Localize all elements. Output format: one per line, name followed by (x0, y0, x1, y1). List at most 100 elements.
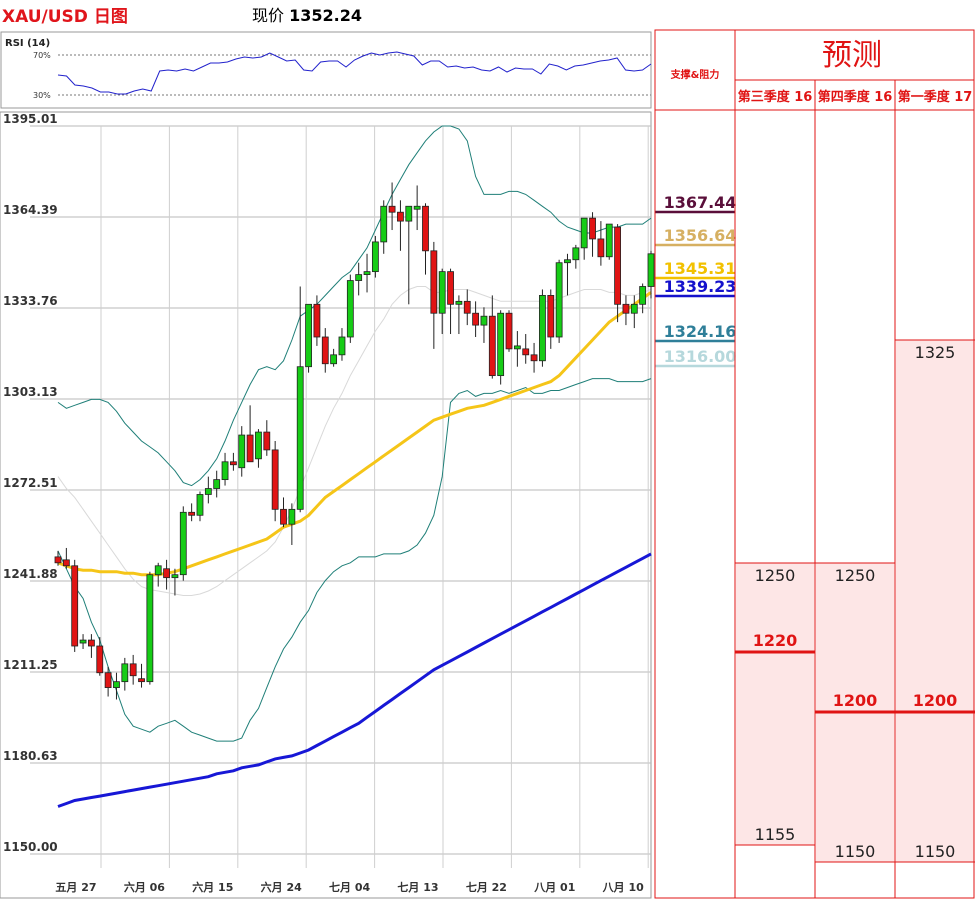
rsi-label: RSI (14) (5, 38, 50, 49)
candle-down (96, 645, 104, 674)
candle-down (104, 672, 112, 689)
candle-down (622, 303, 630, 314)
candle-up (605, 223, 613, 258)
sr-level-value: 1367.44 (664, 193, 737, 212)
current-price-value: 1352.24 (289, 6, 362, 25)
candle-up (113, 681, 120, 689)
candle-up (480, 315, 488, 326)
candle-up (580, 217, 588, 249)
candle-down (447, 271, 454, 305)
rsi-level-label: 30% (33, 91, 51, 100)
candle-up (438, 271, 446, 314)
sr-level-value: 1339.23 (664, 277, 737, 296)
candle-down (472, 312, 480, 326)
candle-up (371, 241, 379, 273)
candle-up (238, 434, 246, 469)
rsi-line (57, 51, 652, 95)
y-tick-label: 1364.39 (3, 203, 58, 217)
y-tick-label: 1303.13 (3, 385, 58, 399)
candle-down (188, 511, 196, 516)
candle-up (121, 663, 129, 683)
candle-up (255, 431, 262, 460)
candle-down (397, 211, 404, 222)
moving-average-blue-line (57, 552, 652, 808)
candle-up (179, 511, 187, 576)
forecast-column-header: 第四季度 16 (818, 89, 893, 105)
candle-up (330, 354, 338, 365)
candle-up (564, 259, 571, 264)
y-tick-label: 1272.51 (3, 476, 58, 490)
candle-down (430, 250, 438, 314)
forecast-low-value: 1150 (835, 842, 876, 861)
candle-up (455, 300, 463, 305)
candle-up (513, 345, 521, 350)
candle-up (639, 286, 647, 305)
forecast-target-value: 1200 (913, 691, 958, 710)
candle-up (405, 205, 413, 222)
candle-up (346, 280, 354, 338)
forecast-high-value: 1325 (915, 343, 956, 362)
candle-down (229, 461, 237, 466)
candle-up (338, 336, 346, 356)
rsi-level-label: 70% (33, 51, 51, 60)
y-tick-label: 1241.88 (3, 567, 58, 581)
x-tick-label: 七月 22 (466, 880, 507, 894)
candle-down (271, 449, 279, 510)
forecast-target-value: 1200 (833, 691, 878, 710)
candle-up (213, 479, 221, 489)
bollinger-lower-line (57, 378, 652, 742)
x-tick-label: 八月 01 (533, 881, 575, 894)
candle-down (547, 294, 555, 338)
candle-up (363, 271, 371, 275)
x-tick-label: 六月 06 (124, 880, 165, 894)
forecast-target-value: 1220 (753, 631, 798, 650)
forecast-range-band (896, 340, 974, 862)
y-tick-label: 1150.00 (3, 840, 58, 854)
forecast-range-band (736, 563, 814, 845)
candle-up (647, 253, 655, 287)
rsi-panel-frame (0, 31, 652, 109)
forecast-column-header: 第一季度 17 (898, 89, 973, 105)
candle-up (288, 508, 296, 525)
candle-down (88, 639, 95, 647)
candle-up (79, 639, 87, 644)
chart-title: XAU/USD 日图 (2, 7, 128, 27)
candle-up (497, 312, 505, 377)
candle-down (589, 217, 596, 240)
sr-level-value: 1324.16 (664, 322, 737, 341)
forecast-title: 预测 (822, 38, 882, 73)
candle-up (355, 274, 363, 281)
candle-down (463, 300, 471, 314)
forecast-low-value: 1150 (915, 842, 956, 861)
forecast-high-value: 1250 (835, 566, 876, 585)
candle-down (614, 226, 621, 305)
x-tick-label: 七月 13 (397, 880, 438, 894)
candle-down (488, 315, 496, 377)
x-tick-label: 六月 15 (192, 880, 233, 894)
candle-down (138, 678, 145, 683)
candle-up (146, 574, 154, 683)
candle-up (196, 494, 204, 516)
candle-down (313, 303, 321, 338)
candle-down (71, 565, 79, 647)
sr-level-value: 1356.64 (664, 226, 737, 245)
candle-down (246, 434, 254, 463)
y-tick-label: 1333.76 (3, 294, 58, 308)
candle-down (597, 238, 605, 258)
candle-down (129, 663, 137, 677)
candle-down (263, 431, 271, 451)
bollinger-upper-line (57, 125, 652, 487)
candle-up (539, 294, 546, 362)
x-tick-label: 七月 04 (329, 880, 370, 894)
candle-up (630, 303, 638, 314)
y-tick-label: 1211.25 (3, 658, 58, 672)
y-tick-label: 1395.01 (3, 112, 58, 126)
candle-up (572, 247, 580, 261)
candle-down (280, 508, 287, 525)
candle-down (522, 348, 530, 356)
candle-up (154, 565, 162, 576)
candle-down (62, 559, 70, 567)
candle-up (305, 303, 312, 368)
y-tick-label: 1180.63 (3, 749, 58, 763)
forecast-high-value: 1250 (755, 566, 796, 585)
